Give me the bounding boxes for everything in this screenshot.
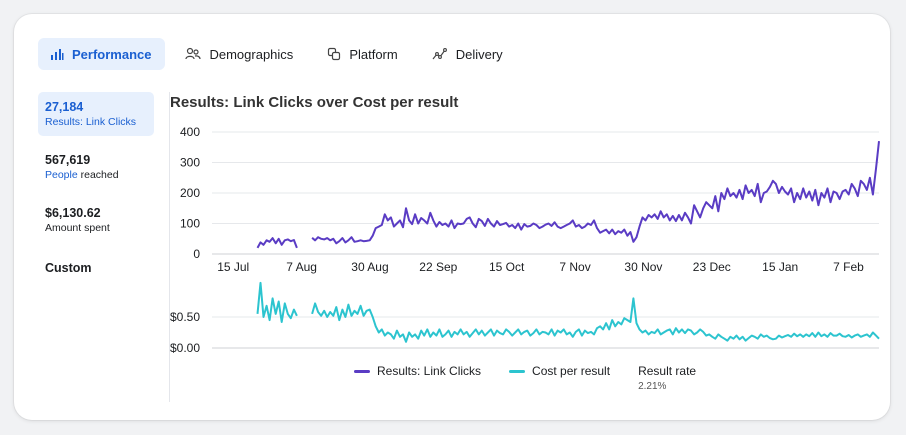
metric-value: 27,184 — [45, 100, 84, 114]
metric-value: 567,619 — [45, 153, 91, 167]
legend-label: Cost per result — [532, 364, 611, 378]
x-tick-label: 7 Aug — [286, 260, 317, 274]
metric-people-reached[interactable]: 567,619 People reached — [38, 145, 154, 189]
chart-title: Results: Link Clicks over Cost per resul… — [170, 94, 459, 111]
cost-y-axis: $0.50 $0.00 — [170, 310, 200, 355]
metric-label: Results: Link Clicks — [45, 116, 137, 128]
y-tick-label: 300 — [180, 156, 200, 170]
tab-label: Platform — [349, 46, 398, 62]
x-tick-label: 23 Dec — [693, 260, 731, 274]
tab-label: Performance — [72, 46, 152, 62]
metric-value: $6,130.62 — [45, 206, 101, 220]
x-tick-label: 7 Nov — [559, 260, 590, 274]
y-tick-label: 100 — [180, 217, 200, 231]
people-icon — [185, 47, 202, 61]
tab-delivery[interactable]: Delivery — [420, 38, 517, 70]
cost-line — [256, 281, 880, 343]
metric-custom[interactable]: Custom — [38, 251, 154, 283]
bar-chart-icon — [50, 47, 64, 61]
legend-item-cost[interactable]: Cost per result — [509, 364, 610, 378]
delivery-icon — [432, 47, 448, 61]
results-grid — [212, 131, 879, 255]
x-tick-label: 7 Feb — [833, 260, 864, 274]
tab-performance[interactable]: Performance — [38, 38, 166, 70]
rate-value: 2.21% — [638, 381, 667, 392]
rate-label: Result rate — [638, 364, 697, 378]
x-tick-label: 15 Jan — [762, 260, 798, 274]
legend: Results: Link Clicks Cost per result Res… — [354, 364, 696, 392]
tab-demographics[interactable]: Demographics — [173, 38, 307, 70]
y-tick-label: 200 — [180, 186, 200, 200]
results-series — [256, 140, 880, 249]
x-tick-label: 30 Aug — [351, 260, 388, 274]
legend-label: Results: Link Clicks — [377, 364, 482, 378]
platform-icon — [327, 47, 341, 61]
performance-card: Performance Demographics Platform Delive… — [14, 14, 890, 420]
x-tick-label: 15 Jul — [217, 260, 249, 274]
sidebar-divider — [169, 92, 170, 402]
x-tick-label: 22 Sep — [419, 260, 457, 274]
metric-label-link[interactable]: People — [45, 169, 78, 181]
legend-item-results[interactable]: Results: Link Clicks — [354, 364, 481, 378]
cost-tick-label: $0.50 — [170, 310, 200, 324]
results-y-axis: 400 300 200 100 0 — [180, 125, 200, 261]
metric-amount-spent[interactable]: $6,130.62 Amount spent — [38, 198, 154, 242]
legend-item-result-rate: Result rate 2.21% — [638, 364, 696, 392]
tab-label: Delivery — [455, 46, 503, 62]
cost-grid — [212, 316, 879, 349]
cost-tick-label: $0.00 — [170, 341, 200, 355]
legend-swatch — [509, 369, 526, 373]
results-line — [256, 140, 880, 249]
tab-label: Demographics — [209, 46, 294, 62]
x-tick-label: 15 Oct — [489, 260, 525, 274]
legend-swatch — [354, 369, 370, 373]
metric-label-rest: reached — [77, 169, 119, 181]
x-axis: 15 Jul 7 Aug 30 Aug 22 Sep 15 Oct 7 Nov 30 Nov… — [217, 260, 864, 274]
tab-platform[interactable]: Platform — [315, 38, 411, 70]
tab-bar: Performance Demographics Platform Delive… — [38, 38, 517, 70]
metric-label: Amount spent — [45, 222, 110, 234]
y-tick-label: 400 — [180, 125, 200, 139]
x-tick-label: 30 Nov — [624, 260, 662, 274]
metric-label: People reached — [45, 168, 147, 182]
y-tick-label: 0 — [193, 247, 200, 261]
metric-value: Custom — [45, 261, 92, 275]
cost-series — [256, 281, 880, 343]
metric-link-clicks[interactable]: 27,184 Results: Link Clicks — [38, 92, 154, 136]
metrics-sidebar: 27,184 Results: Link Clicks 567,619 Peop… — [38, 92, 154, 292]
